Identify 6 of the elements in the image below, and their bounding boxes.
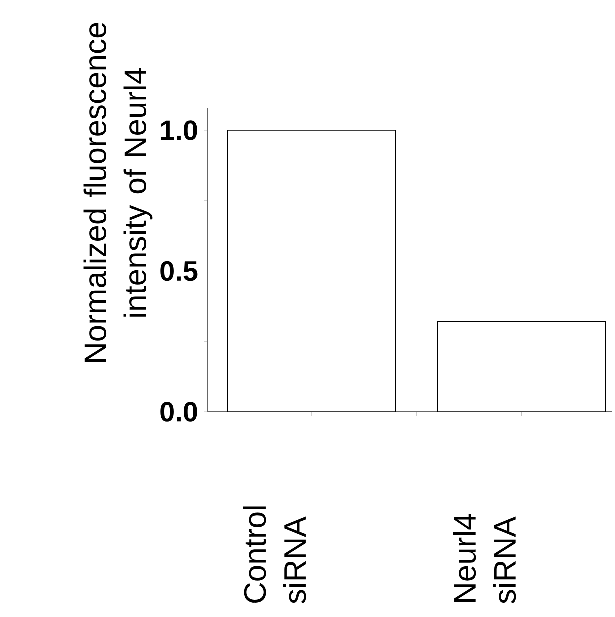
- y-tick-label: 0.5: [160, 261, 198, 282]
- y-tick-label: 0.0: [160, 402, 198, 422]
- x-tick-label: Control siRNA: [243, 506, 306, 604]
- x-tick-label: Neurl4 siRNA: [453, 514, 516, 604]
- y-tick-label: 1.0: [161, 120, 198, 140]
- y-axis-title: Normalized fluorescence intensity of Neurl4: [84, 23, 153, 362]
